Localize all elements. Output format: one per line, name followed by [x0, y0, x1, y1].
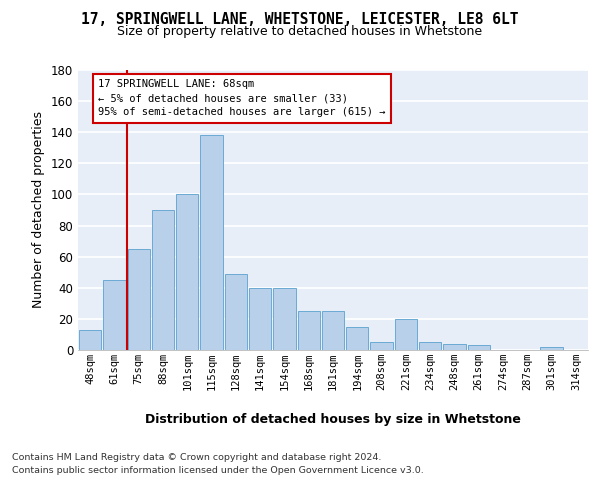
- Bar: [224, 274, 247, 350]
- Bar: [152, 210, 174, 350]
- Bar: [79, 330, 101, 350]
- Bar: [419, 342, 442, 350]
- Bar: [200, 136, 223, 350]
- Bar: [322, 311, 344, 350]
- Y-axis label: Number of detached properties: Number of detached properties: [32, 112, 45, 308]
- Text: 17 SPRINGWELL LANE: 68sqm
← 5% of detached houses are smaller (33)
95% of semi-d: 17 SPRINGWELL LANE: 68sqm ← 5% of detach…: [98, 80, 385, 118]
- Bar: [370, 342, 393, 350]
- Text: Contains HM Land Registry data © Crown copyright and database right 2024.: Contains HM Land Registry data © Crown c…: [12, 452, 382, 462]
- Bar: [103, 280, 125, 350]
- Text: Size of property relative to detached houses in Whetstone: Size of property relative to detached ho…: [118, 25, 482, 38]
- Text: Distribution of detached houses by size in Whetstone: Distribution of detached houses by size …: [145, 412, 521, 426]
- Bar: [176, 194, 199, 350]
- Bar: [541, 347, 563, 350]
- Bar: [443, 344, 466, 350]
- Text: 17, SPRINGWELL LANE, WHETSTONE, LEICESTER, LE8 6LT: 17, SPRINGWELL LANE, WHETSTONE, LEICESTE…: [81, 12, 519, 28]
- Bar: [249, 288, 271, 350]
- Bar: [346, 326, 368, 350]
- Bar: [298, 311, 320, 350]
- Bar: [273, 288, 296, 350]
- Bar: [467, 346, 490, 350]
- Bar: [128, 249, 150, 350]
- Bar: [395, 319, 417, 350]
- Text: Contains public sector information licensed under the Open Government Licence v3: Contains public sector information licen…: [12, 466, 424, 475]
